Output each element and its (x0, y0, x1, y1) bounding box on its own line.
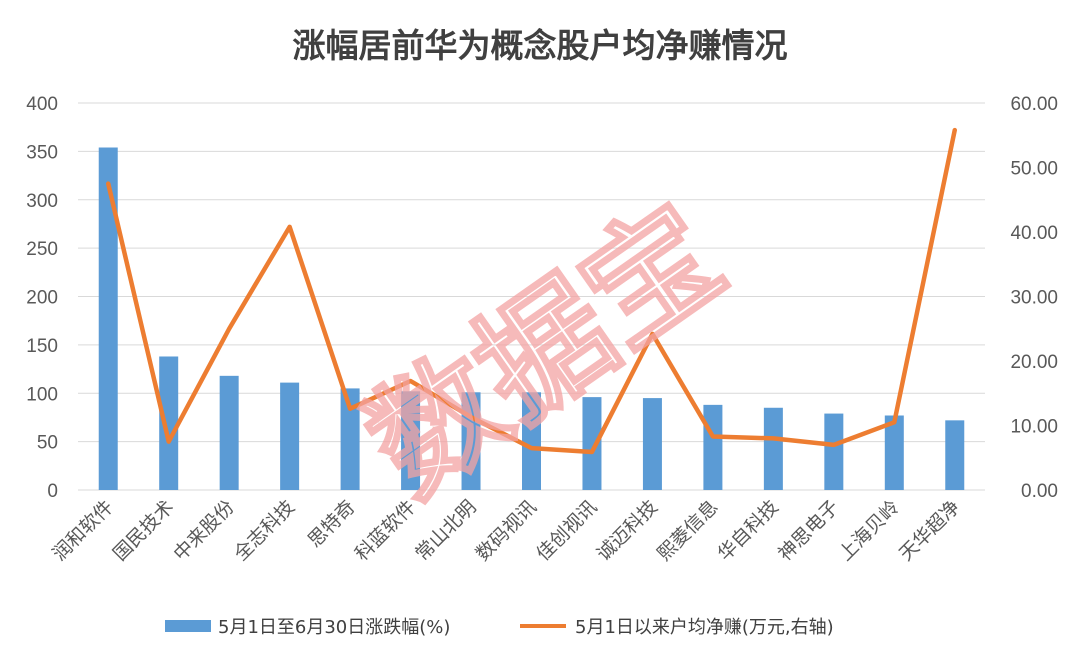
bar (159, 356, 179, 490)
bar (945, 420, 965, 490)
bar (522, 392, 541, 490)
left-tick-label: 200 (26, 288, 58, 309)
right-tick-label: 40.00 (1010, 223, 1058, 244)
chart-title: 涨幅居前华为概念股户均净赚情况 (293, 26, 788, 65)
bar (703, 404, 723, 490)
legend-bar-swatch (165, 620, 211, 632)
left-axis-ticks: 0 50 100 150 200 250 300 350 400 (26, 94, 58, 502)
left-tick-label: 150 (26, 336, 58, 357)
bar (824, 413, 844, 490)
bar (98, 147, 118, 490)
left-tick-label: 400 (26, 94, 58, 115)
bar (280, 382, 300, 490)
left-tick-label: 100 (26, 384, 58, 405)
legend-bar-label: 5月1日至6月30日涨跌幅(%) (218, 617, 450, 638)
right-tick-label: 0.00 (1021, 481, 1058, 502)
right-axis-ticks: 0.00 10.00 20.00 30.00 40.00 50.00 60.00 (1010, 94, 1058, 502)
left-tick-label: 300 (26, 191, 58, 212)
bar (401, 391, 421, 490)
bar (219, 375, 239, 490)
legend-line-label: 5月1日以来户均净赚(万元,右轴) (575, 617, 834, 638)
bar (884, 415, 904, 490)
right-tick-label: 30.00 (1010, 288, 1058, 309)
bar (763, 407, 783, 490)
right-tick-label: 20.00 (1010, 352, 1058, 373)
left-tick-label: 250 (26, 239, 58, 260)
bar-series (98, 147, 965, 490)
right-tick-label: 60.00 (1010, 94, 1058, 115)
right-tick-label: 10.00 (1010, 417, 1058, 438)
bar (642, 398, 662, 490)
legend: 5月1日至6月30日涨跌幅(%) 5月1日以来户均净赚(万元,右轴) (165, 617, 834, 638)
right-tick-label: 50.00 (1010, 159, 1058, 180)
left-tick-label: 350 (26, 142, 58, 163)
line-series (105, 127, 958, 455)
bar (582, 397, 602, 490)
bar (340, 388, 360, 490)
left-tick-label: 0 (47, 481, 58, 502)
left-tick-label: 50 (37, 433, 58, 454)
